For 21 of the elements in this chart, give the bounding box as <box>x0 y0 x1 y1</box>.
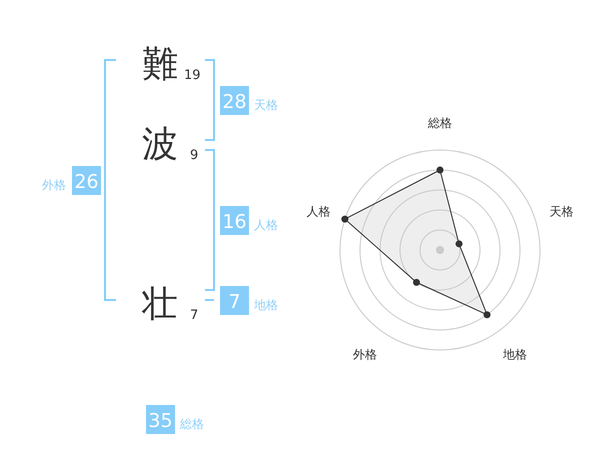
text: 28 <box>222 91 247 113</box>
text: 人格 <box>254 218 278 232</box>
text: 地格 <box>253 298 278 312</box>
text: 16 <box>222 211 247 233</box>
spoke-label: 外格 <box>352 348 377 362</box>
spoke-label: 天格 <box>550 204 574 218</box>
text: 外格 <box>42 178 66 192</box>
text: 難 <box>142 44 178 85</box>
text: 総格 <box>179 417 204 431</box>
spoke-label: 人格 <box>306 204 330 218</box>
text: 壮 <box>141 284 178 325</box>
text: 35 <box>148 410 173 432</box>
text: 7 <box>228 291 241 313</box>
spoke-label: 地格 <box>502 348 528 362</box>
text: 波 <box>142 124 178 165</box>
text: 9 <box>190 148 198 163</box>
text: 天格 <box>254 98 278 112</box>
text: 7 <box>190 308 198 323</box>
text: 19 <box>184 68 201 83</box>
spoke-label: 総格 <box>427 116 452 130</box>
text: 26 <box>74 171 99 193</box>
